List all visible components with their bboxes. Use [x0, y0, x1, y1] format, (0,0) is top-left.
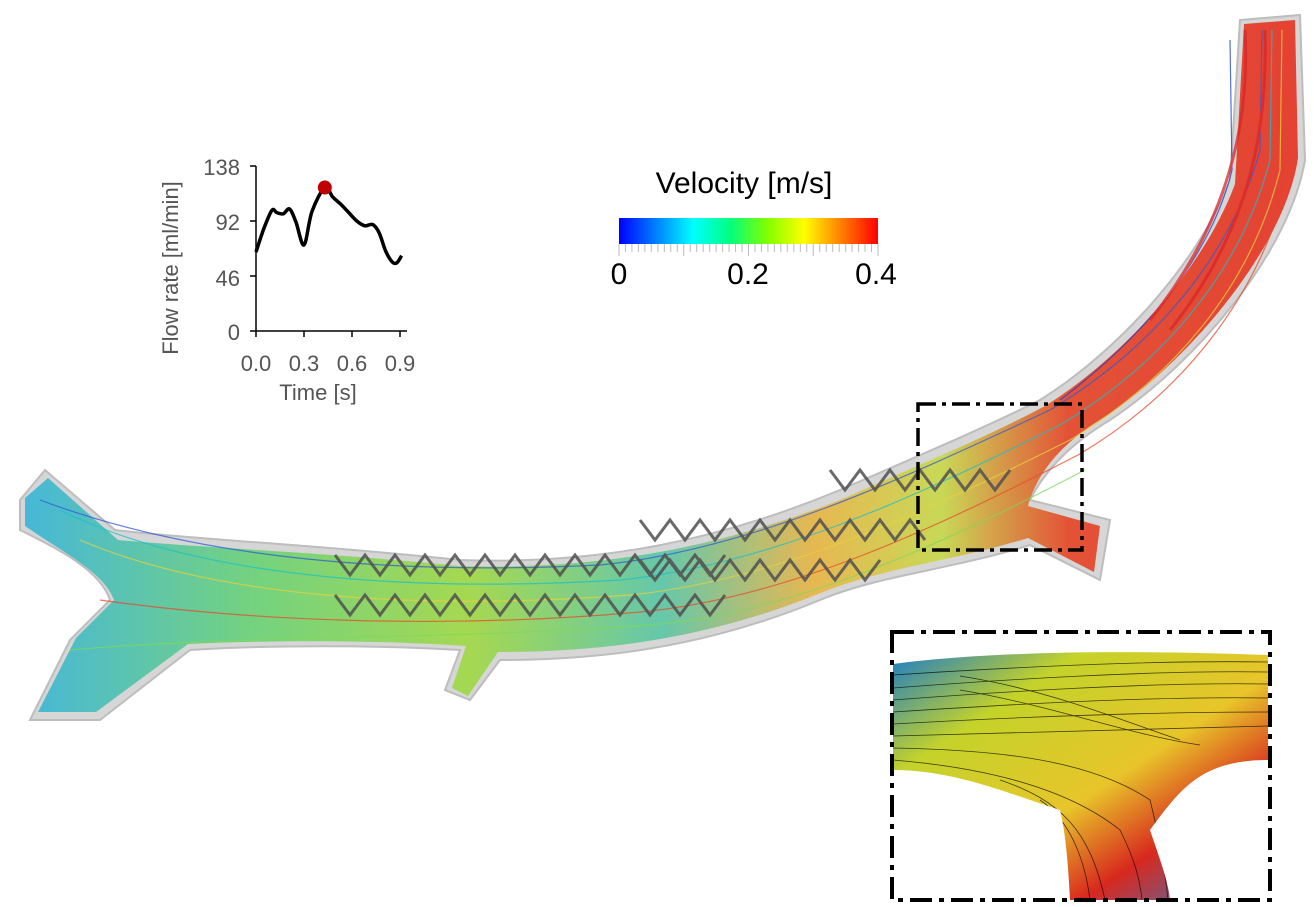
colorbar-tick-label-0: 0 [611, 258, 628, 291]
x-tick-label-0.0: 0.0 [241, 351, 272, 376]
colorbar-gradient [619, 218, 878, 244]
stent [333, 467, 1012, 618]
y-axis-title: Flow rate [ml/min] [158, 181, 183, 355]
y-tick-label-92: 92 [216, 210, 240, 235]
y-tick-label-46: 46 [216, 266, 240, 291]
inset-zoom-view [890, 630, 1272, 902]
peak-time-marker [317, 180, 332, 195]
x-axis-title: Time [s] [279, 380, 356, 405]
colorbar-title: Velocity [m/s] [656, 167, 833, 200]
vessel-rendering [19, 13, 1307, 721]
velocity-colorbar: Velocity [m/s] 0 0.2 0.4 [611, 167, 897, 291]
colorbar-minor-ticks [618, 244, 879, 256]
y-tick-label-138: 138 [203, 155, 240, 180]
y-tick-label-0: 0 [228, 320, 240, 345]
flow-rate-chart: 138 92 46 0 0.0 0.3 0.6 0.9 Time [s] Flo… [158, 155, 415, 405]
x-tick-label-0.3: 0.3 [289, 351, 320, 376]
x-tick-label-0.9: 0.9 [385, 351, 416, 376]
x-tick-label-0.6: 0.6 [337, 351, 368, 376]
y-tick-marks [250, 165, 256, 332]
streamlines [39, 29, 1289, 651]
colorbar-tick-label-0.2: 0.2 [727, 258, 769, 291]
flow-rate-waveform-line [254, 185, 404, 266]
inset-frame [890, 630, 1272, 902]
vessel-flow-body [25, 20, 1298, 712]
inset-flow-field [893, 652, 1268, 900]
x-tick-marks [255, 331, 401, 337]
detail-region-box [916, 402, 1084, 552]
colorbar-tick-label-0.4: 0.4 [855, 258, 897, 291]
